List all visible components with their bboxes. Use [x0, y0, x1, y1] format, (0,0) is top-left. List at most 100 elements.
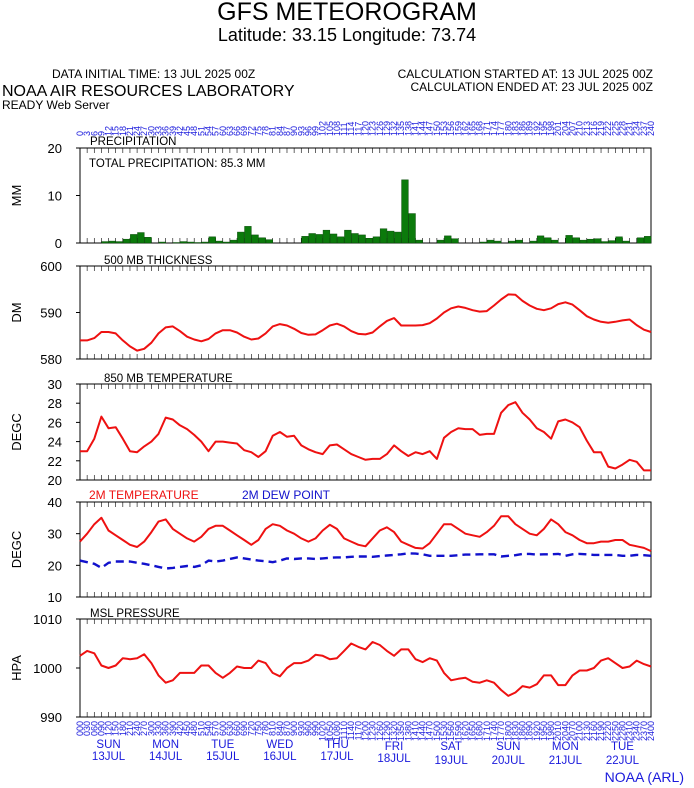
forecast-hour-label: 201 [553, 121, 563, 136]
forecast-hour-label: 144 [418, 121, 428, 136]
day-label: TUE [211, 739, 234, 751]
time-label: 1650 [468, 721, 478, 741]
time-label: 180 [118, 721, 128, 736]
y-axis-label: MM [9, 185, 24, 207]
date-label: 15JUL [206, 751, 240, 763]
y-tick-label: 30 [48, 527, 62, 542]
time-label: 780 [261, 721, 271, 736]
forecast-hour-label: 12 [104, 126, 114, 136]
forecast-hour-label: 198 [546, 121, 556, 136]
time-label: 2070 [567, 721, 577, 741]
forecast-hour-label: 126 [375, 121, 385, 136]
precip-bar [401, 179, 409, 244]
forecast-hour-label: 72 [246, 126, 256, 136]
day-label: TUE [611, 741, 634, 753]
forecast-hour-label: 18 [118, 126, 128, 136]
y-tick-label: 0 [55, 236, 62, 251]
y-tick-label: 28 [48, 396, 62, 411]
forecast-hour-label: 15 [111, 126, 121, 136]
time-label: 240 [132, 721, 142, 736]
forecast-hour-label: 153 [439, 121, 449, 136]
precip-bar [601, 241, 609, 244]
forecast-hour-label: 165 [468, 121, 478, 136]
forecast-hour-label: 33 [154, 126, 164, 136]
precip-bar [636, 237, 645, 244]
forecast-hour-label: 39 [168, 126, 178, 136]
day-label: FRI [385, 741, 404, 753]
panel-title: PRECIPITATION [90, 136, 176, 148]
time-label: 1170 [353, 721, 363, 740]
precip-bar [187, 241, 195, 244]
forecast-hour-label: 186 [518, 121, 528, 136]
data-line [80, 401, 651, 472]
chart-title: GFS METEOROGRAM [217, 0, 477, 26]
y-tick-label: 580 [40, 352, 62, 367]
forecast-hour-label: 123 [368, 121, 378, 136]
time-label: 1440 [418, 721, 428, 741]
forecast-hour-label: 117 [353, 122, 363, 136]
time-label: 000 [75, 721, 85, 736]
time-label: 570 [211, 721, 221, 736]
date-label: 20JUL [492, 755, 526, 767]
panel-title: 500 MB THICKNESS [104, 255, 213, 267]
forecast-hour-label: 51 [196, 126, 206, 136]
forecast-hour-label: 27 [139, 126, 149, 136]
forecast-hour-label: 135 [396, 121, 406, 136]
time-label: 1110 [339, 721, 349, 740]
time-label: 420 [175, 721, 185, 736]
precip-bar [622, 240, 630, 244]
precip-bar [301, 236, 309, 244]
y-tick-label: 40 [48, 495, 62, 510]
forecast-hour-label: 234 [632, 121, 642, 136]
forecast-hour-label: 96 [303, 126, 313, 136]
data-initial-time: DATA INITIAL TIME: 13 JUL 2025 00Z [52, 67, 256, 81]
forecast-hour-label: 159 [453, 121, 463, 136]
time-label: 2250 [610, 721, 620, 741]
calculation-ended: CALCULATION ENDED AT: 23 JUL 2025 00Z [410, 80, 653, 94]
time-label: 1710 [482, 721, 492, 741]
precip-bar [115, 241, 124, 244]
forecast-hour-label: 114 [346, 122, 356, 136]
time-label: 510 [196, 721, 206, 736]
time-label: 2340 [632, 721, 642, 741]
precip-bar [222, 241, 231, 244]
date-label: 14JUL [149, 751, 183, 763]
forecast-hour-label: 171 [482, 121, 492, 136]
time-label: 390 [168, 721, 178, 736]
time-label: 540 [203, 721, 213, 736]
precip-bar [308, 233, 316, 244]
time-label: 2190 [596, 721, 606, 741]
precip-bar [358, 234, 366, 244]
time-label: 1560 [446, 721, 456, 741]
precip-bar [265, 239, 273, 244]
precip-bar [130, 234, 138, 244]
forecast-hour-label: 63 [225, 126, 235, 136]
forecast-hour-label: 54 [203, 126, 213, 136]
precip-bar [529, 240, 538, 244]
time-label: 1410 [410, 721, 420, 741]
time-label: 1980 [546, 721, 556, 741]
time-label: 150 [111, 721, 121, 736]
precip-bar [394, 231, 402, 244]
forecast-hour-label: 192 [532, 121, 542, 136]
time-label: 630 [225, 721, 235, 736]
y-tick-label: 24 [48, 435, 62, 450]
forecast-hour-label: 93 [296, 126, 306, 136]
time-label: 870 [282, 721, 292, 736]
forecast-hour-label: 90 [289, 126, 299, 136]
time-label: 1830 [510, 721, 520, 741]
time-label: 450 [182, 721, 192, 736]
date-label: 13JUL [92, 751, 126, 763]
dewpoint-line [79, 552, 652, 570]
precip-bar [230, 239, 238, 244]
time-label: 2400 [646, 721, 656, 741]
day-label: THU [325, 739, 349, 751]
time-label: 1200 [361, 721, 371, 741]
forecast-hour-label: 195 [539, 121, 549, 136]
precip-bar [579, 239, 588, 244]
time-label: 810 [268, 721, 278, 736]
forecast-hour-label: 48 [189, 126, 199, 136]
time-label: 1290 [382, 721, 392, 741]
y-tick-label: 20 [48, 558, 62, 573]
precip-bar [351, 233, 359, 244]
